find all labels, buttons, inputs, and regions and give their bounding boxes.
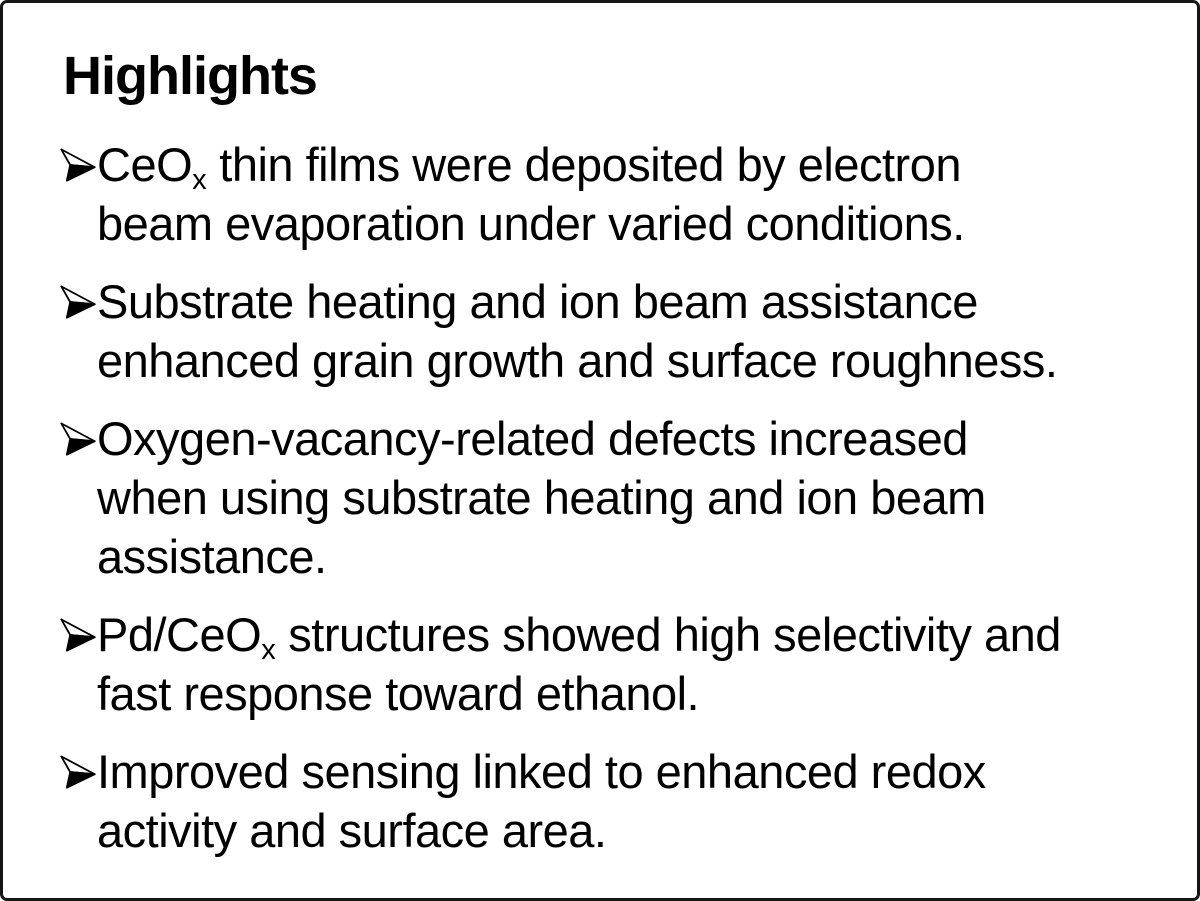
highlight-line: Oxygen-vacancy-related defects increased [97,412,968,465]
highlight-line: when using substrate heating and ion bea… [97,471,986,524]
highlight-item: Pd/CeOx structures showed high selectivi… [59,605,1157,723]
highlight-line: fast response toward ethanol. [97,667,700,720]
highlight-line: assistance. [97,530,327,583]
subscript-x: x [261,634,276,667]
highlight-item: CeOx thin films were deposited by electr… [59,135,1157,253]
highlight-line: enhanced grain growth and surface roughn… [97,334,1058,387]
highlight-line: Pd/CeOx structures showed high selectivi… [97,608,1061,667]
arrow-bullet-icon [59,283,97,321]
arrow-bullet-icon [59,616,97,654]
arrow-bullet-icon [59,753,97,791]
highlight-item: Oxygen-vacancy-related defects increased… [59,409,1157,586]
highlights-list: CeOx thin films were deposited by electr… [59,135,1157,860]
highlight-line: beam evaporation under varied conditions… [97,197,965,250]
highlight-text: Pd/CeOx structures showed high selectivi… [97,605,1061,723]
highlight-item: Improved sensing linked to enhanced redo… [59,742,1157,860]
highlight-line: Substrate heating and ion beam assistanc… [97,275,978,328]
highlight-line: Improved sensing linked to enhanced redo… [97,745,986,798]
highlight-line: CeOx thin films were deposited by electr… [97,138,961,197]
arrow-bullet-icon [59,146,97,184]
highlight-text: Substrate heating and ion beam assistanc… [97,272,1058,390]
highlight-text: Oxygen-vacancy-related defects increased… [97,409,986,586]
highlight-item: Substrate heating and ion beam assistanc… [59,272,1157,390]
highlight-text: CeOx thin films were deposited by electr… [97,135,965,253]
arrow-bullet-icon [59,420,97,458]
highlights-title: Highlights [63,46,318,106]
subscript-x: x [192,164,207,197]
highlight-text: Improved sensing linked to enhanced redo… [97,742,986,860]
highlight-line: activity and surface area. [97,804,607,857]
